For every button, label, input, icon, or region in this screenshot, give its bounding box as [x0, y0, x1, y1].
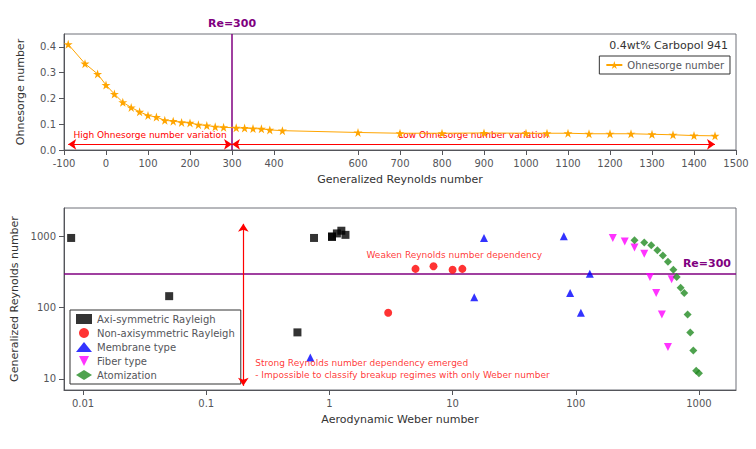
- svg-text:0.4: 0.4: [40, 41, 56, 52]
- svg-text:Ohnesorge number: Ohnesorge number: [627, 60, 725, 71]
- svg-text:1000: 1000: [31, 231, 56, 242]
- svg-text:0.2: 0.2: [40, 93, 56, 104]
- svg-text:1500: 1500: [723, 158, 748, 169]
- svg-text:1200: 1200: [597, 158, 622, 169]
- svg-text:10: 10: [446, 398, 459, 409]
- svg-text:0.0: 0.0: [40, 145, 56, 156]
- svg-text:Generalized Reynolds number: Generalized Reynolds number: [317, 173, 483, 186]
- svg-text:0.4wt% Carbopol 941: 0.4wt% Carbopol 941: [609, 39, 728, 52]
- svg-text:Low Ohnesorge number variation: Low Ohnesorge number variation: [398, 129, 549, 140]
- svg-text:100: 100: [37, 302, 56, 313]
- svg-text:Non-axisymmetric Rayleigh: Non-axisymmetric Rayleigh: [97, 328, 235, 339]
- svg-text:Aerodynamic Weber number: Aerodynamic Weber number: [321, 413, 479, 426]
- svg-text:0.1: 0.1: [198, 398, 214, 409]
- svg-text:Ohnesorge number: Ohnesorge number: [14, 38, 27, 145]
- svg-text:600: 600: [348, 158, 367, 169]
- svg-text:400: 400: [264, 158, 283, 169]
- svg-text:Atomization: Atomization: [97, 370, 157, 381]
- svg-text:Strong Reynolds number depende: Strong Reynolds number dependency emerge…: [255, 358, 468, 368]
- svg-text:Re=300: Re=300: [208, 17, 256, 30]
- svg-text:Weaken Reynolds number depende: Weaken Reynolds number dependency: [366, 250, 542, 260]
- svg-text:Fiber type: Fiber type: [97, 356, 147, 367]
- svg-text:1: 1: [326, 398, 332, 409]
- svg-text:- Impossible to classify break: - Impossible to classify breakup regimes…: [255, 370, 550, 380]
- svg-text:300: 300: [222, 158, 241, 169]
- svg-text:Axi-symmetric Rayleigh: Axi-symmetric Rayleigh: [97, 314, 216, 325]
- svg-text:1000: 1000: [686, 398, 711, 409]
- svg-text:800: 800: [432, 158, 451, 169]
- svg-text:1000: 1000: [513, 158, 538, 169]
- svg-text:Re=300: Re=300: [683, 257, 731, 270]
- svg-text:1300: 1300: [639, 158, 664, 169]
- svg-text:100: 100: [138, 158, 157, 169]
- svg-text:700: 700: [390, 158, 409, 169]
- svg-text:1100: 1100: [555, 158, 580, 169]
- svg-text:1400: 1400: [681, 158, 706, 169]
- svg-text:0.3: 0.3: [40, 67, 56, 78]
- svg-text:0.1: 0.1: [40, 119, 56, 130]
- svg-text:10: 10: [43, 373, 56, 384]
- svg-text:100: 100: [566, 398, 585, 409]
- svg-text:Membrane type: Membrane type: [97, 342, 176, 353]
- svg-text:900: 900: [474, 158, 493, 169]
- svg-text:0.01: 0.01: [72, 398, 94, 409]
- svg-text:0: 0: [103, 158, 109, 169]
- svg-text:High Ohnesorge number variatio: High Ohnesorge number variation: [73, 130, 226, 140]
- svg-text:200: 200: [180, 158, 199, 169]
- svg-text:Generalized Reynolds number: Generalized Reynolds number: [8, 216, 21, 382]
- svg-text:-100: -100: [53, 158, 76, 169]
